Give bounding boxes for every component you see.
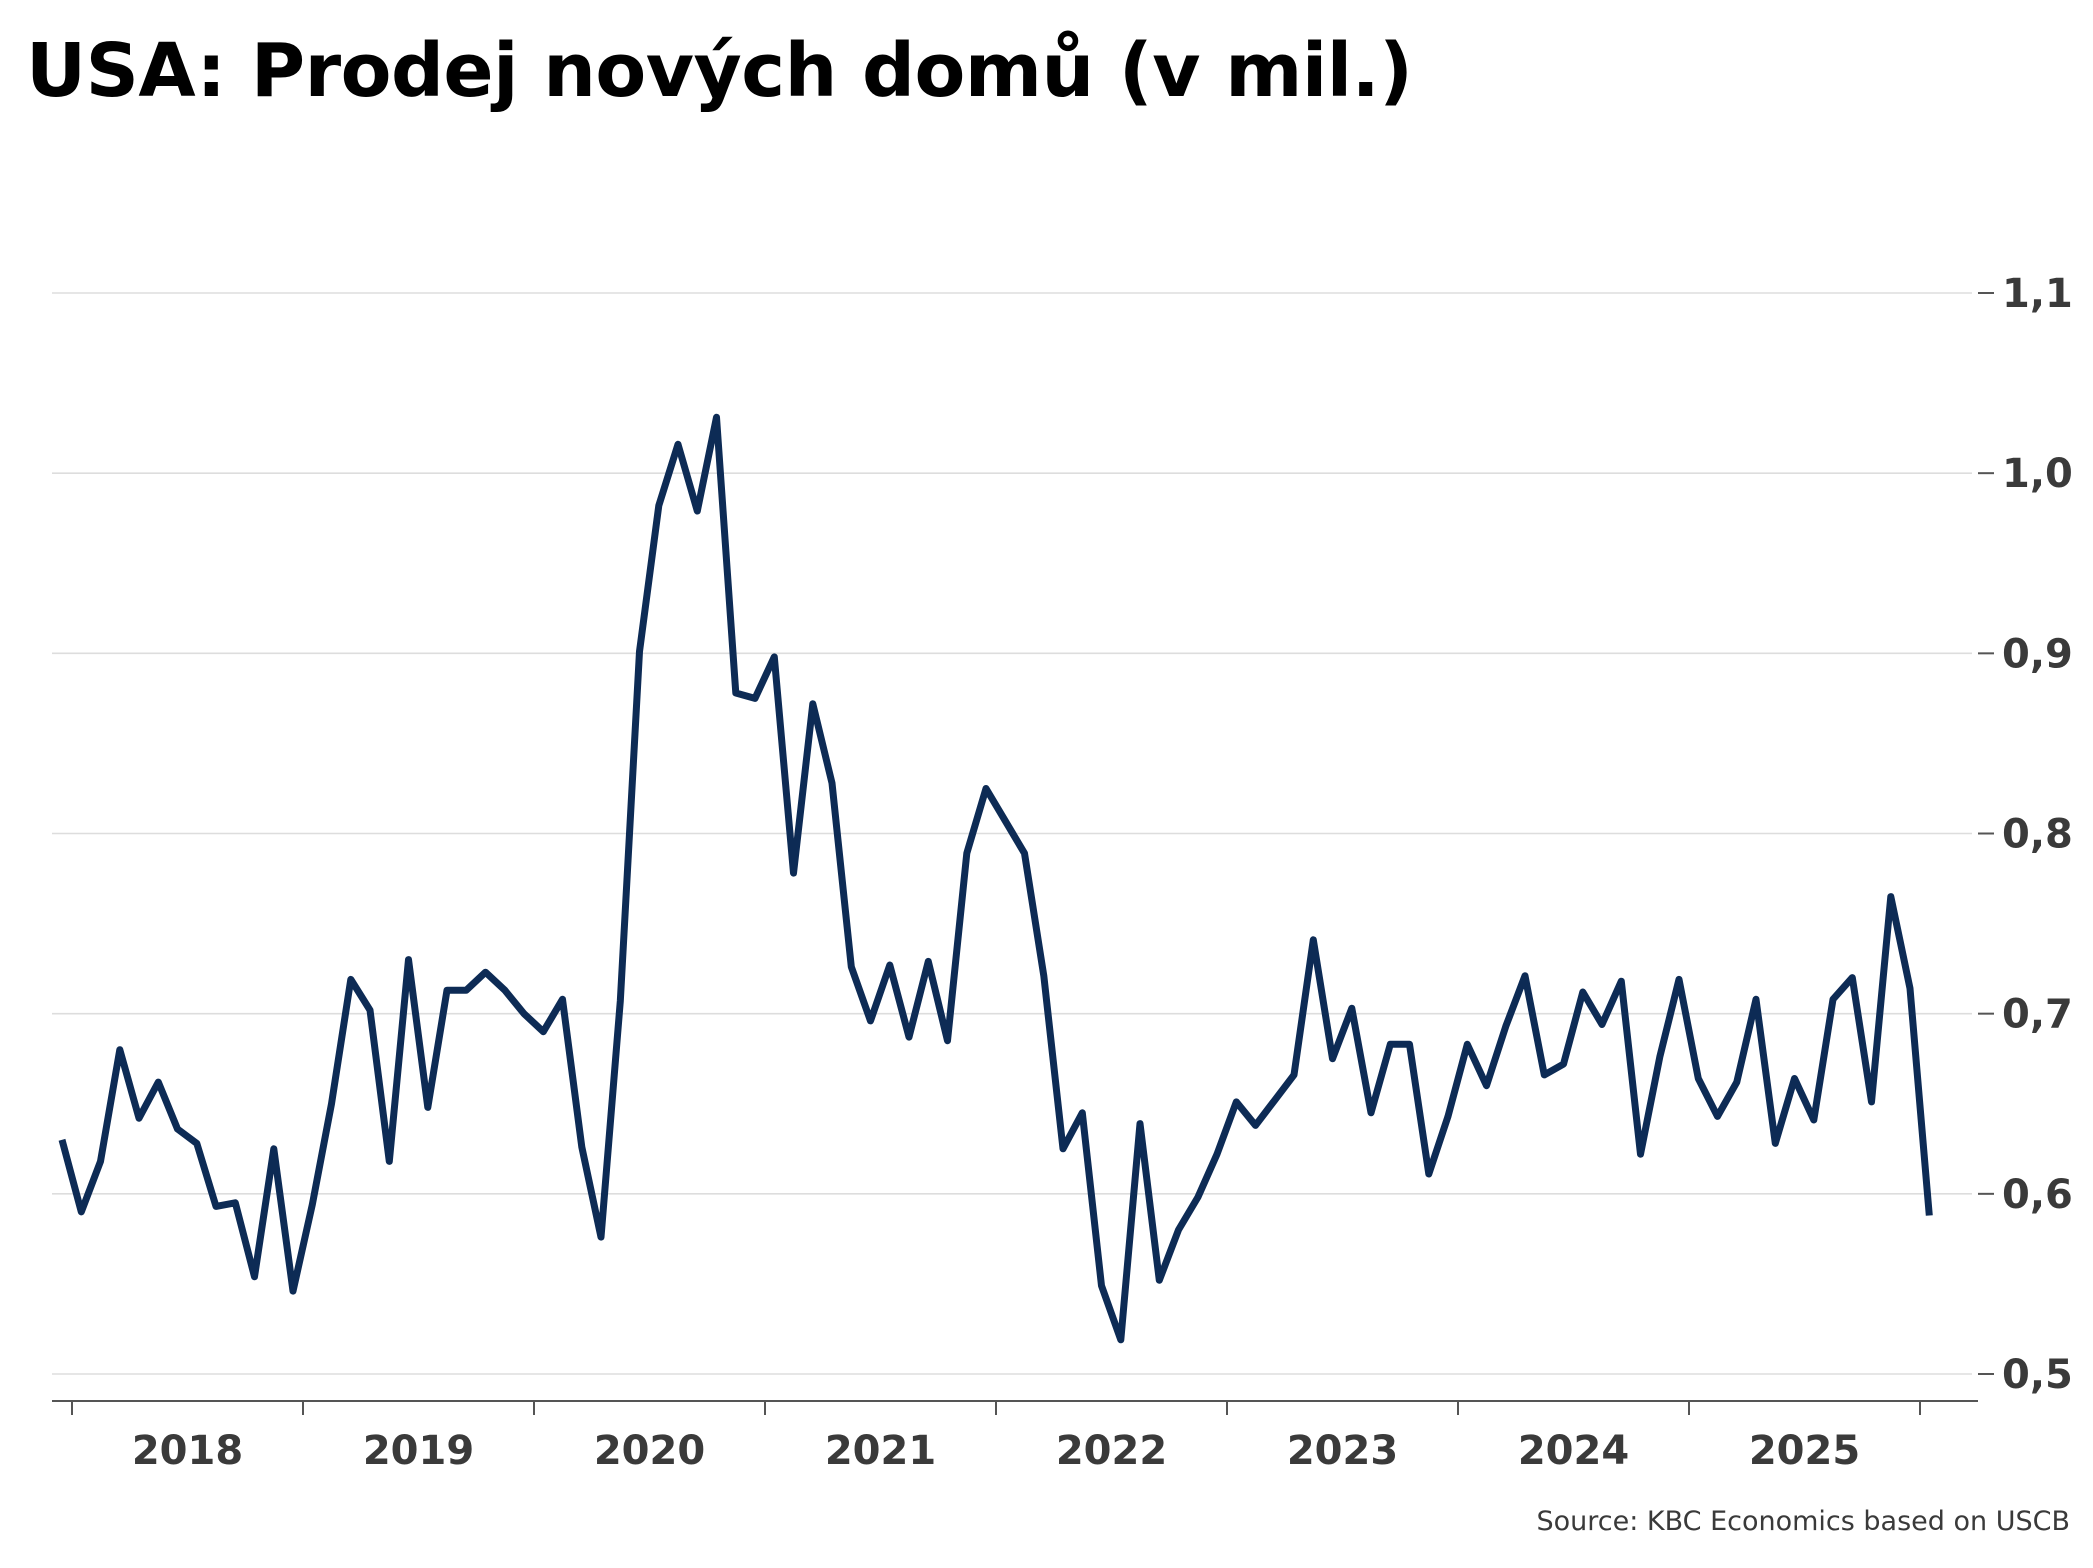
x-tick-label-2022: 2022	[1056, 1428, 1167, 1474]
x-tick-label-2023: 2023	[1287, 1428, 1398, 1474]
x-tick-label-2018: 2018	[132, 1428, 243, 1474]
y-tick-label-6: 1,1	[2002, 271, 2073, 317]
y-tick-label-3: 0,8	[2002, 812, 2073, 858]
y-tick-label-0: 0,5	[2002, 1352, 2073, 1398]
y-tick-label-2: 0,7	[2002, 992, 2073, 1038]
x-tick-label-2020: 2020	[594, 1428, 705, 1474]
y-tick-label-4: 0,9	[2002, 631, 2073, 677]
source-note: Source: KBC Economics based on USCB	[1536, 1506, 2070, 1537]
x-tick-label-2019: 2019	[363, 1428, 474, 1474]
x-axis: 2018 2019 2020 2021 2022 2023 2024 2025	[52, 1400, 1978, 1474]
y-tick-label-5: 1,0	[2002, 451, 2073, 497]
x-tick-label-2021: 2021	[825, 1428, 936, 1474]
y-axis: 0,5 0,6 0,7 0,8 0,9 1,0 1,1	[1978, 271, 2073, 1398]
x-tick-label-2025: 2025	[1749, 1428, 1860, 1474]
series-line	[58, 413, 1933, 1344]
x-tick-label-2024: 2024	[1518, 1428, 1629, 1474]
chart-title: USA: Prodej nových domů (v mil.)	[26, 28, 1413, 114]
y-tick-label-1: 0,6	[2002, 1172, 2073, 1218]
